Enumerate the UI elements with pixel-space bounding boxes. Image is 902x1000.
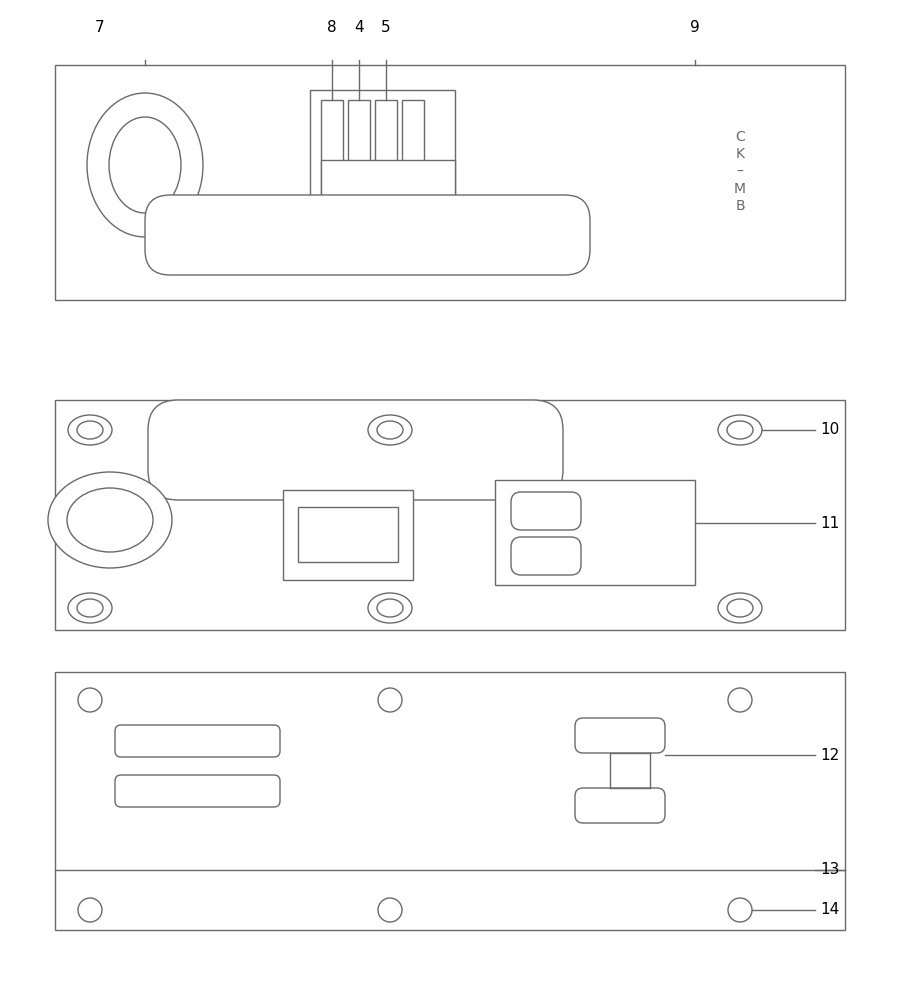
Bar <box>283 490 413 580</box>
Ellipse shape <box>718 415 762 445</box>
Bar <box>310 90 455 215</box>
FancyBboxPatch shape <box>511 492 581 530</box>
Ellipse shape <box>368 415 412 445</box>
Bar <box>55 672 845 930</box>
Bar <box>55 400 845 630</box>
Circle shape <box>378 688 402 712</box>
Ellipse shape <box>368 593 412 623</box>
Ellipse shape <box>377 599 403 617</box>
Ellipse shape <box>67 488 153 552</box>
Text: 10: 10 <box>820 422 839 438</box>
Ellipse shape <box>718 593 762 623</box>
Circle shape <box>728 688 752 712</box>
Bar <box>55 65 845 300</box>
Text: 13: 13 <box>820 862 840 878</box>
Bar <box>321 160 455 210</box>
FancyBboxPatch shape <box>115 725 280 757</box>
Circle shape <box>378 898 402 922</box>
Text: C
K
–
M
B: C K – M B <box>734 130 746 213</box>
Circle shape <box>728 898 752 922</box>
Ellipse shape <box>77 421 103 439</box>
Ellipse shape <box>68 415 112 445</box>
Text: 14: 14 <box>820 902 839 918</box>
Ellipse shape <box>77 599 103 617</box>
Text: 4: 4 <box>354 20 364 35</box>
FancyBboxPatch shape <box>115 775 280 807</box>
Text: 8: 8 <box>327 20 336 35</box>
FancyBboxPatch shape <box>575 718 665 753</box>
Text: 12: 12 <box>820 748 839 762</box>
Circle shape <box>78 688 102 712</box>
Bar <box>495 480 695 585</box>
FancyBboxPatch shape <box>511 537 581 575</box>
FancyBboxPatch shape <box>575 788 665 823</box>
FancyBboxPatch shape <box>145 195 590 275</box>
Bar <box>402 100 424 200</box>
Text: 5: 5 <box>382 20 391 35</box>
Bar <box>375 100 397 200</box>
Bar <box>348 100 370 200</box>
Ellipse shape <box>109 117 181 213</box>
FancyBboxPatch shape <box>148 400 563 500</box>
Ellipse shape <box>727 421 753 439</box>
Ellipse shape <box>48 472 172 568</box>
Ellipse shape <box>68 593 112 623</box>
Text: 9: 9 <box>690 20 700 35</box>
Text: 7: 7 <box>96 20 105 35</box>
Ellipse shape <box>727 599 753 617</box>
Bar <box>321 100 343 200</box>
Ellipse shape <box>87 93 203 237</box>
Ellipse shape <box>377 421 403 439</box>
Circle shape <box>78 898 102 922</box>
Text: 11: 11 <box>820 516 839 530</box>
Bar <box>298 507 398 562</box>
